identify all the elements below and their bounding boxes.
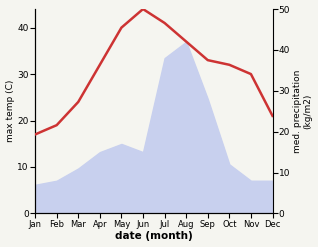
Y-axis label: med. precipitation
(kg/m2): med. precipitation (kg/m2) xyxy=(293,70,313,153)
Y-axis label: max temp (C): max temp (C) xyxy=(5,80,15,143)
X-axis label: date (month): date (month) xyxy=(115,231,193,242)
